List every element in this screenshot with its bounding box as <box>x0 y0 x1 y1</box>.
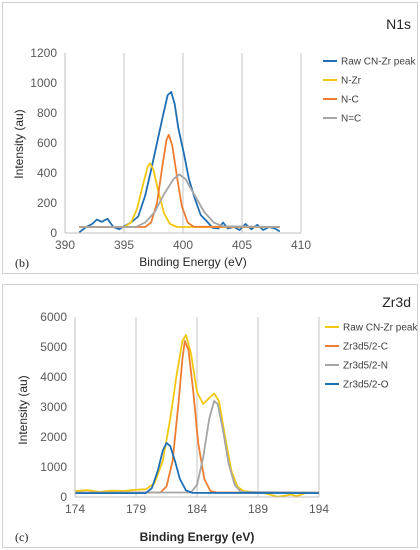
chart-panel-zr3d: 174 179 184 189 194 0 1000 2000 3000 4000 5000 6000… <box>2 284 418 548</box>
y-tick-label: 0 <box>60 490 67 504</box>
series-line-3 <box>79 173 280 228</box>
legend-label: N=C <box>341 114 361 125</box>
y-tick-label: 1000 <box>40 460 67 474</box>
legend-label: Raw CN-Zr peak <box>343 323 417 334</box>
y-tick-label: 2000 <box>40 430 67 444</box>
y-tick-label: 400 <box>37 166 57 180</box>
axes: 390 395 400 405 410 0 200 400 600 800 1000 1200 <box>30 46 311 252</box>
y-axis-title: Intensity (au) <box>12 109 26 178</box>
series-line-0 <box>78 91 281 234</box>
legend-label: Zr3d5/2-C <box>343 342 388 353</box>
y-tick-label: 4000 <box>40 370 67 384</box>
x-tick-label: 179 <box>126 502 146 516</box>
y-axis-title: Intensity (au) <box>16 375 30 444</box>
x-tick-label: 400 <box>173 238 193 252</box>
series-line-1 <box>79 162 280 228</box>
x-tick-label: 405 <box>232 238 252 252</box>
series-lines <box>74 334 320 498</box>
y-tick-label: 0 <box>50 226 57 240</box>
panel-label: (c) <box>15 530 28 544</box>
y-tick-label: 1200 <box>30 46 57 60</box>
chart-n1s: 390 395 400 405 410 0 200 400 600 800 1000 1200 N1s… <box>12 16 416 270</box>
series-line-1 <box>75 340 319 494</box>
y-tick-label: 600 <box>37 136 57 150</box>
x-tick-label: 194 <box>309 502 329 516</box>
chart-title: Zr3d <box>382 294 411 310</box>
y-tick-label: 200 <box>37 196 57 210</box>
chart-title: N1s <box>386 16 411 32</box>
x-tick-label: 390 <box>55 238 75 252</box>
legend-label: Zr3d5/2-N <box>343 361 388 372</box>
y-tick-label: 6000 <box>40 310 67 324</box>
series-line-3 <box>75 442 320 495</box>
legend-label: Raw CN-Zr peak <box>341 57 416 68</box>
panel-label: (b) <box>15 256 29 270</box>
series-line-0 <box>74 334 320 498</box>
y-tick-label: 800 <box>37 106 57 120</box>
x-tick-label: 189 <box>248 502 268 516</box>
series-lines <box>78 91 281 234</box>
x-tick-label: 184 <box>187 502 207 516</box>
x-tick-label: 410 <box>291 238 311 252</box>
y-tick-label: 5000 <box>40 340 67 354</box>
series-line-2 <box>75 400 320 494</box>
legend: Raw CN-Zr peak N-Zr N-C N=C <box>323 57 416 125</box>
chart-panel-n1s: 390 395 400 405 410 0 200 400 600 800 1000 1200 N1s… <box>2 2 418 274</box>
legend-label: N-C <box>341 95 359 106</box>
legend-label: Zr3d5/2-O <box>343 380 389 391</box>
y-tick-label: 3000 <box>40 400 67 414</box>
axes: 174 179 184 189 194 0 1000 2000 3000 4000 5000 6000 <box>40 310 329 516</box>
legend-label: N-Zr <box>341 76 362 87</box>
chart-zr3d: 174 179 184 189 194 0 1000 2000 3000 4000 5000 6000… <box>15 294 417 544</box>
series-line-2 <box>79 133 280 228</box>
grid <box>135 317 320 497</box>
x-tick-label: 395 <box>114 238 134 252</box>
y-tick-label: 1000 <box>30 76 57 90</box>
x-axis-title: Binding Energy (eV) <box>139 255 246 269</box>
x-tick-label: 174 <box>65 502 85 516</box>
legend: Raw CN-Zr peak Zr3d5/2-C Zr3d5/2-N Zr3d5/2-… <box>325 323 417 391</box>
x-axis-title: Binding Energy (eV) <box>140 530 255 544</box>
grid <box>123 53 302 233</box>
